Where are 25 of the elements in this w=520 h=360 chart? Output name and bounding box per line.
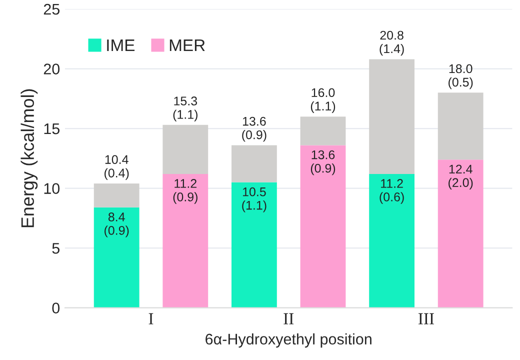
x-tick-label: I [148, 313, 154, 324]
x-axis-title: 6α-Hydroxyethyl position [206, 333, 372, 348]
data-label: 8.4 (0.9) [104, 212, 129, 238]
legend-label: MER [170, 40, 205, 52]
data-label: 11.2 (0.6) [380, 179, 404, 204]
total-label: 10.4 (0.4) [104, 155, 129, 180]
legend-label: IME [107, 40, 135, 52]
total-label: 15.3 (1.1) [173, 96, 198, 122]
data-label: 12.4 (2.0) [448, 164, 473, 190]
y-tick-label: 10 [44, 183, 60, 194]
total-label: 18.0 (0.5) [448, 64, 473, 90]
y-tick-label: 0 [52, 302, 60, 314]
y-tick-label: 15 [44, 124, 60, 134]
total-label: 16.0 (1.1) [310, 88, 336, 113]
y-tick-label: 5 [52, 243, 60, 254]
total-label: 20.8 (1.4) [380, 30, 404, 56]
y-tick-label: 20 [44, 64, 60, 74]
data-label: 11.2 (0.9) [173, 179, 198, 204]
data-label: 10.5 (1.1) [242, 187, 266, 212]
y-tick-label: 25 [44, 4, 60, 15]
x-tick-label: III [418, 313, 434, 324]
data-label: 13.6 (0.9) [310, 150, 336, 176]
total-label: 13.6 (0.9) [242, 116, 266, 142]
y-axis-title: Energy (kcal/mol) [20, 89, 38, 228]
x-tick-label: II [284, 313, 294, 324]
